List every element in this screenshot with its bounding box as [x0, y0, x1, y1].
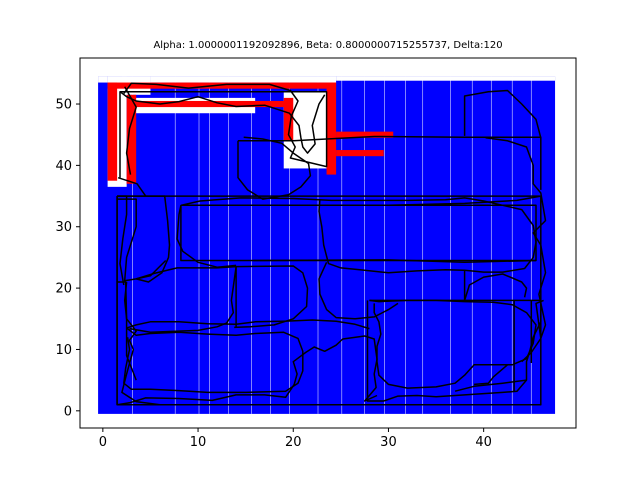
obstacle-region — [283, 97, 294, 141]
obstacle-region — [107, 82, 118, 181]
obstacle-region — [336, 131, 394, 138]
path-line — [463, 273, 528, 301]
x-axis: 0 10 20 30 40 — [99, 428, 492, 450]
path-line — [119, 91, 326, 154]
x-tick-label: 20 — [285, 435, 302, 450]
unknown-region — [98, 76, 108, 83]
path-line — [238, 135, 542, 190]
path-line — [180, 197, 537, 274]
unknown-region — [336, 76, 556, 81]
path-lines — [116, 82, 547, 406]
y-tick-label: 40 — [55, 159, 72, 174]
path-line — [369, 299, 537, 389]
path-line — [474, 364, 508, 386]
obstacle-region — [131, 100, 289, 108]
x-tick-label: 10 — [190, 435, 207, 450]
x-tick-label: 30 — [380, 435, 397, 450]
path-line — [253, 259, 537, 264]
path-line — [116, 335, 378, 406]
path-line — [535, 299, 544, 339]
obstacle-region — [336, 150, 384, 157]
x-tick-label: 0 — [99, 435, 107, 450]
y-tick-label: 10 — [55, 343, 72, 358]
plot-frame — [79, 57, 577, 429]
path-line — [318, 261, 399, 320]
unknown-region — [150, 76, 337, 83]
y-tick-label: 30 — [55, 220, 72, 235]
path-line — [321, 195, 541, 207]
path-line — [237, 136, 312, 200]
path-line — [463, 89, 542, 138]
path-line — [117, 198, 167, 282]
path-line — [117, 176, 147, 197]
path-line — [126, 319, 370, 330]
path-line — [117, 195, 171, 283]
y-axis: 0 10 20 30 40 50 — [55, 98, 80, 419]
obstacle-region — [126, 94, 137, 184]
obstacle-region — [326, 82, 337, 175]
path-line — [129, 265, 237, 334]
x-tick-label: 40 — [475, 435, 492, 450]
y-tick-label: 20 — [55, 282, 72, 297]
y-tick-label: 0 — [64, 404, 72, 419]
chart-title: Alpha: 1.0000001192092896, Beta: 0.80000… — [153, 40, 502, 51]
path-line — [485, 137, 547, 363]
y-tick-label: 50 — [55, 98, 72, 113]
path-line — [123, 327, 304, 394]
path-line — [124, 86, 137, 175]
path-line — [117, 281, 137, 381]
path-line — [117, 195, 128, 286]
path-line — [119, 82, 328, 178]
path-line — [234, 265, 309, 329]
